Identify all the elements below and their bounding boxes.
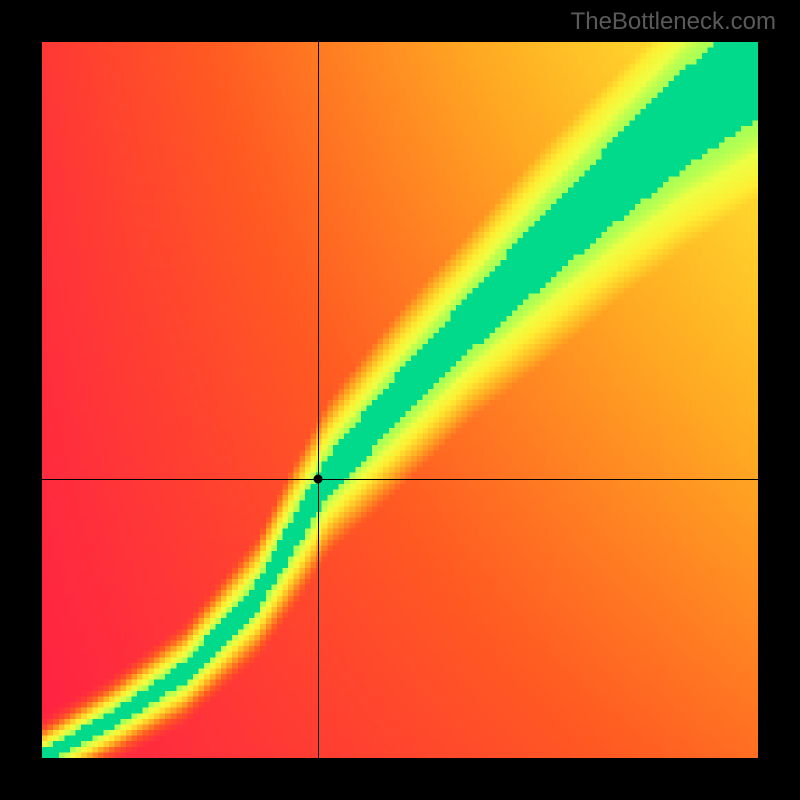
marker-dot <box>313 474 322 483</box>
heatmap-plot <box>42 42 758 758</box>
heatmap-canvas <box>42 42 758 758</box>
crosshair-vertical <box>318 42 319 758</box>
watermark-text: TheBottleneck.com <box>571 8 776 36</box>
crosshair-horizontal <box>42 479 758 480</box>
